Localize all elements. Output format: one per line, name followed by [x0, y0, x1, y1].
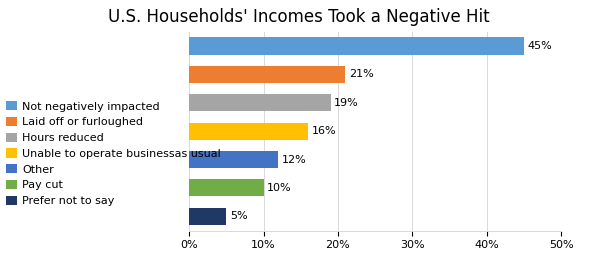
Bar — [189, 151, 278, 168]
Bar — [189, 66, 346, 83]
Text: 45%: 45% — [528, 41, 552, 51]
Text: U.S. Households' Incomes Took a Negative Hit: U.S. Households' Incomes Took a Negative… — [107, 8, 490, 26]
Text: 19%: 19% — [334, 98, 359, 108]
Bar — [189, 94, 331, 111]
Bar — [189, 208, 226, 225]
Bar — [189, 123, 308, 140]
Text: 16%: 16% — [312, 126, 337, 136]
Text: 10%: 10% — [267, 183, 292, 193]
Bar — [189, 179, 264, 196]
Legend: Not negatively impacted, Laid off or furloughed, Hours reduced, Unable to operat: Not negatively impacted, Laid off or fur… — [5, 101, 221, 206]
Text: 12%: 12% — [282, 154, 307, 165]
Bar — [189, 37, 524, 55]
Text: 5%: 5% — [230, 211, 248, 221]
Text: 21%: 21% — [349, 69, 374, 80]
